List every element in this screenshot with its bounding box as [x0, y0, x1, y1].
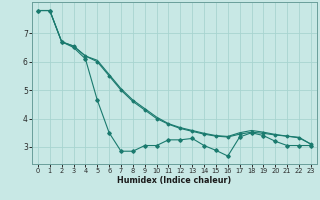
X-axis label: Humidex (Indice chaleur): Humidex (Indice chaleur) — [117, 176, 232, 185]
